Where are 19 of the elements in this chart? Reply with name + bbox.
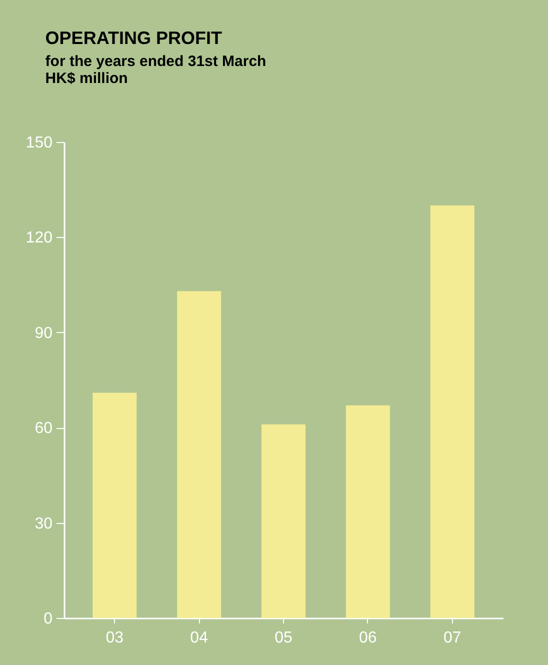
y-tick-label: 120	[26, 230, 53, 247]
text: for the years ended 31st March	[45, 53, 266, 70]
y-tick-label: 150	[26, 134, 53, 152]
x-tick-label: 04	[190, 630, 208, 646]
y-tick-label: 30	[34, 515, 53, 532]
x-tick-label: 03	[106, 630, 124, 646]
x-tick-label: 05	[274, 630, 292, 646]
bar	[430, 205, 474, 618]
x-tick-label: 07	[443, 630, 462, 646]
y-tick-label: 0	[44, 610, 53, 628]
bar	[92, 392, 137, 618]
x-tick-label: 06	[359, 630, 377, 646]
y-tick-label: 60	[34, 420, 53, 438]
bar	[177, 291, 222, 618]
bar	[346, 405, 390, 618]
bar	[262, 424, 306, 618]
y-tick-label: 90	[34, 324, 53, 342]
chart-title: OPERATING PROFIT	[45, 28, 222, 48]
text: HK$ million	[45, 70, 128, 87]
